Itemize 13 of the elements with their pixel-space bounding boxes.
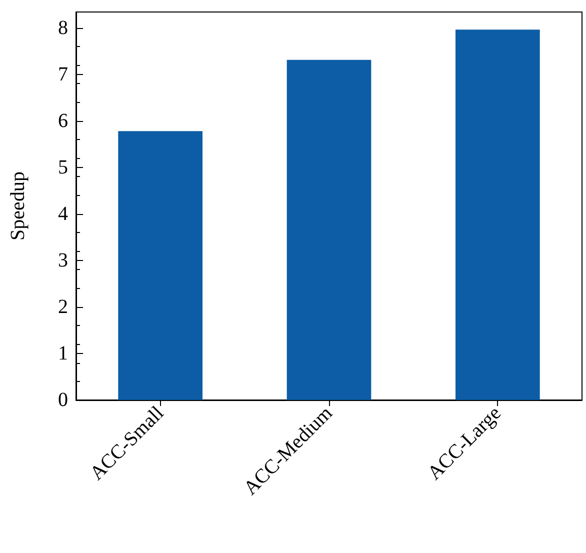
- y-tick-label: 6: [58, 110, 68, 132]
- y-tick-label: 3: [58, 249, 68, 272]
- bar: [286, 60, 372, 400]
- y-tick-label: 1: [58, 342, 68, 364]
- y-tick-label: 4: [58, 202, 68, 225]
- y-tick-label: 7: [58, 63, 68, 86]
- bar: [118, 131, 202, 400]
- y-tick-label: 5: [58, 156, 68, 178]
- bar: [456, 30, 540, 400]
- y-axis-title: Speedup: [7, 172, 29, 240]
- y-tick-label: 2: [58, 296, 68, 318]
- y-tick-label: 0: [58, 389, 68, 411]
- y-tick-label: 8: [58, 16, 68, 39]
